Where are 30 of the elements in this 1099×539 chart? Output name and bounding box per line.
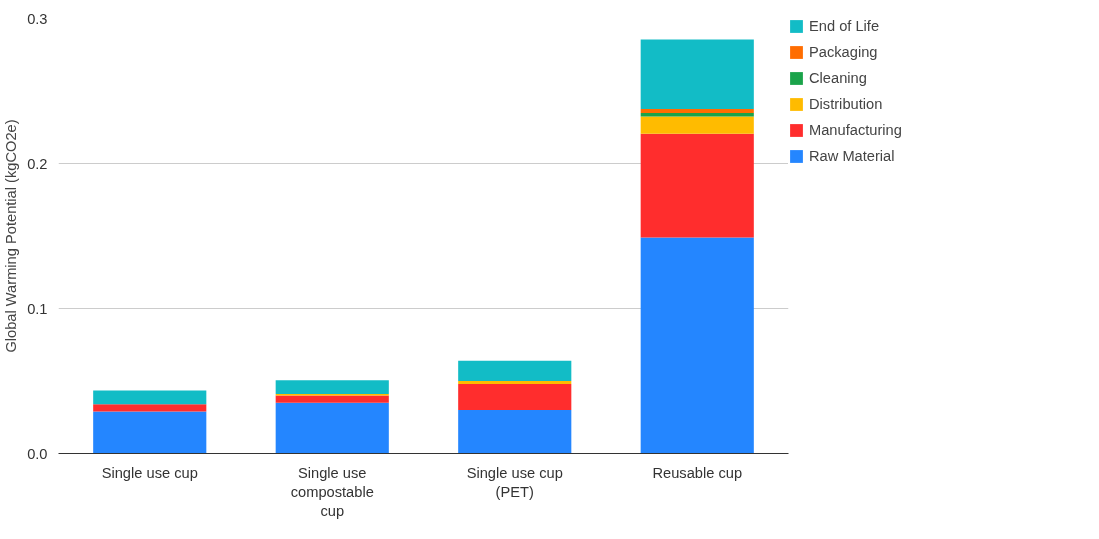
bar	[640, 133, 754, 238]
bar	[93, 411, 207, 454]
bar	[93, 404, 207, 412]
bar	[93, 390, 207, 405]
x-tick-label: Single use cup (PET)	[466, 464, 563, 500]
y-tick-label: 0.2	[27, 155, 48, 172]
legend-label: Packaging	[809, 44, 878, 60]
bar	[640, 108, 754, 113]
legend-label: Distribution	[809, 96, 883, 112]
x-tick-label: Reusable cup	[652, 464, 743, 481]
legend-label: Cleaning	[809, 70, 867, 86]
bar	[275, 402, 389, 454]
legend-label: Manufacturing	[809, 122, 902, 138]
y-tick-label: 0.0	[27, 445, 48, 462]
y-tick-label: 0.3	[27, 10, 48, 27]
y-tick-label: 0.1	[27, 300, 48, 317]
legend-label: End of Life	[809, 18, 880, 34]
bar	[458, 383, 572, 410]
bar	[640, 116, 754, 134]
bar	[275, 380, 389, 395]
x-tick-label: Single use compostable cup	[290, 464, 374, 519]
bar	[640, 237, 754, 454]
y-axis-title: Global Warming Potential (kgCO2e)	[3, 119, 20, 353]
bar	[458, 381, 572, 384]
bar	[458, 410, 572, 454]
legend-label: Raw Material	[809, 148, 895, 164]
bar	[458, 360, 572, 381]
x-tick-label: Single use cup	[101, 464, 198, 481]
bar	[275, 395, 389, 403]
bar	[640, 39, 754, 109]
